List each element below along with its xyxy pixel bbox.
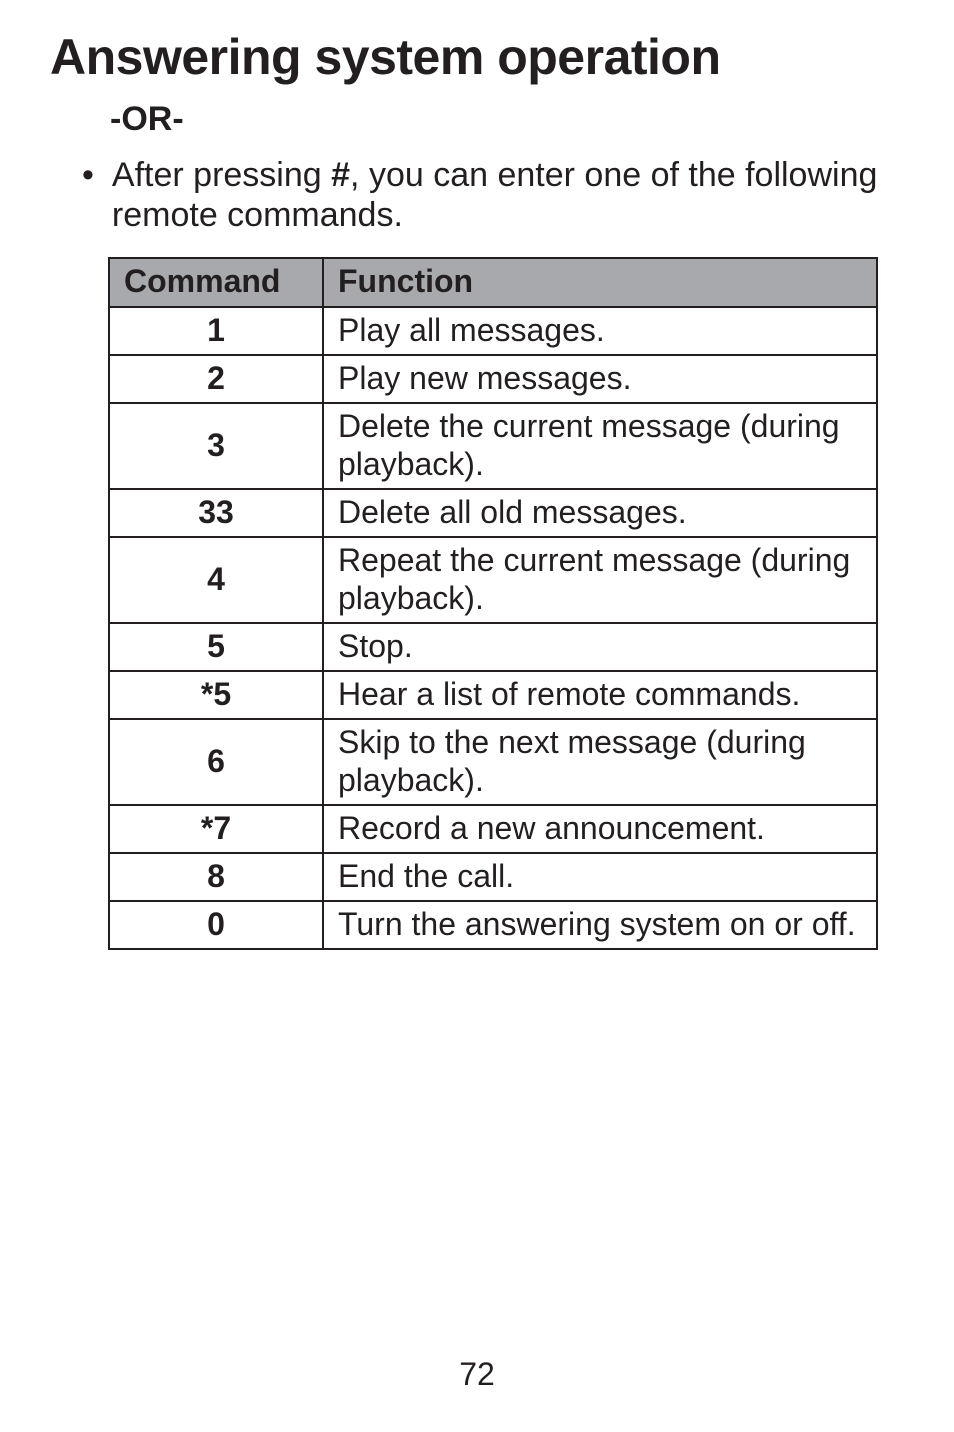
cell-function: Repeat the current message (during playb… [323,537,877,623]
cell-function: Skip to the next message (during playbac… [323,719,877,805]
bullet-pre: After pressing [112,156,331,194]
or-label: -OR- [110,100,904,139]
cell-command: 4 [109,537,323,623]
header-function: Function [323,258,877,307]
cell-function: Play all messages. [323,307,877,355]
header-command: Command [109,258,323,307]
bullet-text: After pressing #, you can enter one of t… [112,155,904,235]
cell-command: 6 [109,719,323,805]
page-title: Answering system operation [50,28,904,86]
cell-command: 0 [109,901,323,949]
cell-command: *5 [109,671,323,719]
table-row: 33 Delete all old messages. [109,489,877,537]
table-row: *5 Hear a list of remote commands. [109,671,877,719]
cell-function: Delete the current message (during playb… [323,403,877,489]
cell-function: End the call. [323,853,877,901]
cell-command: 5 [109,623,323,671]
bullet-item: • After pressing #, you can enter one of… [82,155,904,235]
table-row: 1 Play all messages. [109,307,877,355]
cell-command: 2 [109,355,323,403]
cell-function: Stop. [323,623,877,671]
cell-command: *7 [109,805,323,853]
bullet-dot-icon: • [82,155,94,195]
cell-command: 33 [109,489,323,537]
table-row: 6 Skip to the next message (during playb… [109,719,877,805]
cell-function: Hear a list of remote commands. [323,671,877,719]
cell-function: Play new messages. [323,355,877,403]
table-row: 5 Stop. [109,623,877,671]
commands-table: Command Function 1 Play all messages. 2 … [108,257,878,950]
page-number: 72 [0,1356,954,1393]
cell-command: 8 [109,853,323,901]
table-row: *7 Record a new announcement. [109,805,877,853]
cell-command: 3 [109,403,323,489]
table-header-row: Command Function [109,258,877,307]
table-row: 0 Turn the answering system on or off. [109,901,877,949]
table-row: 8 End the call. [109,853,877,901]
cell-function: Turn the answering system on or off. [323,901,877,949]
hash-key: # [331,156,350,194]
cell-function: Record a new announcement. [323,805,877,853]
table-row: 4 Repeat the current message (during pla… [109,537,877,623]
table-row: 2 Play new messages. [109,355,877,403]
table-row: 3 Delete the current message (during pla… [109,403,877,489]
cell-function: Delete all old messages. [323,489,877,537]
cell-command: 1 [109,307,323,355]
